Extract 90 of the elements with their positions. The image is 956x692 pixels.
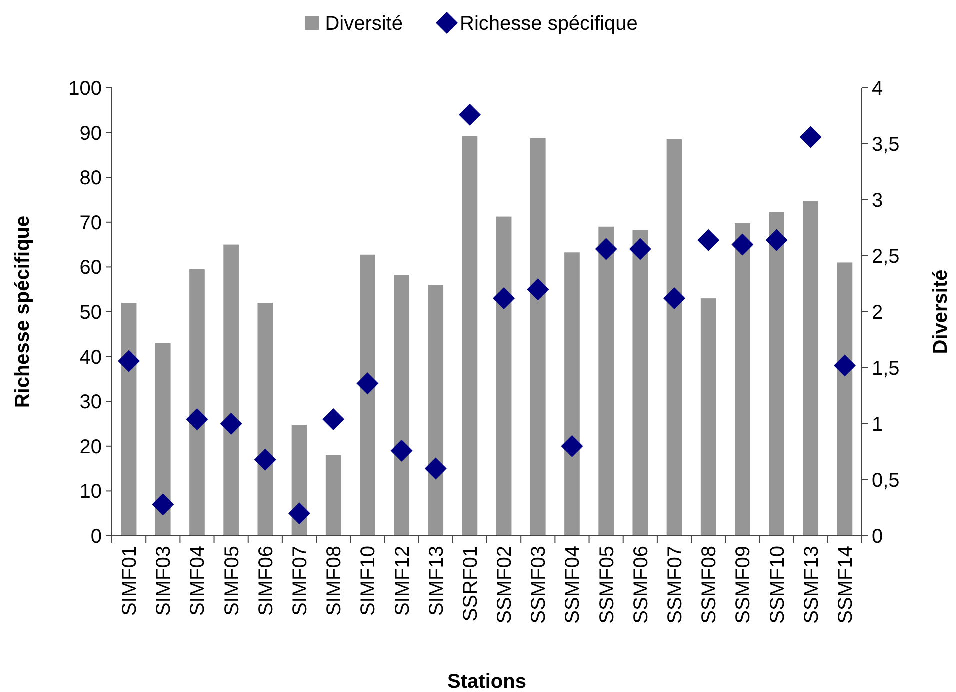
bar xyxy=(496,216,512,536)
point xyxy=(288,502,310,525)
y2-tick-label: 0 xyxy=(872,526,884,548)
point xyxy=(834,354,856,377)
bar xyxy=(769,212,784,536)
x-tick-label: SSMF05 xyxy=(596,546,618,624)
y2-tick-label: 0,5 xyxy=(872,470,900,492)
x-tick-label: SSMF04 xyxy=(562,546,584,624)
y-tick-label: 90 xyxy=(80,122,102,145)
bar xyxy=(700,298,716,536)
y2-axis-title: Diversité xyxy=(930,270,952,354)
y-tick-label: 50 xyxy=(80,302,102,324)
x-tick-label: SSMF08 xyxy=(698,546,721,624)
y2-tick-label: 3,5 xyxy=(872,134,900,156)
y2-tick-label: 2,5 xyxy=(872,246,900,268)
x-tick-label: SIMF03 xyxy=(153,546,176,616)
x-tick-label: SSMF10 xyxy=(766,546,789,624)
x-tick-label: SSMF06 xyxy=(630,546,652,624)
legend-label: Richesse spécifique xyxy=(460,13,638,35)
bar xyxy=(735,224,750,536)
y-tick-label: 20 xyxy=(80,436,102,458)
x-tick-label: SSMF02 xyxy=(494,546,516,624)
bar xyxy=(666,140,682,536)
y-tick-label: 10 xyxy=(80,481,102,504)
x-tick-label: SIMF01 xyxy=(119,546,142,616)
bar xyxy=(155,343,171,536)
legend-label: Diversité xyxy=(325,13,403,35)
point xyxy=(458,104,481,126)
bar xyxy=(564,252,580,536)
x-tick-label: SSMF07 xyxy=(664,546,686,624)
bar xyxy=(598,226,614,536)
point xyxy=(152,494,174,516)
y-tick-label: 0 xyxy=(90,526,102,548)
point xyxy=(800,126,822,148)
point xyxy=(254,448,276,471)
point xyxy=(424,458,447,480)
point xyxy=(356,372,379,395)
point xyxy=(664,288,686,310)
x-tick-label: SIMF04 xyxy=(187,546,210,616)
x-tick-label: SIMF07 xyxy=(290,546,312,616)
bar xyxy=(326,455,342,536)
point xyxy=(186,408,208,431)
x-axis-title: Stations xyxy=(448,671,526,692)
point xyxy=(220,413,242,435)
bar xyxy=(837,262,853,536)
x-tick-label: SSRF01 xyxy=(460,546,482,622)
y2-tick-label: 1 xyxy=(872,414,884,436)
y-tick-label: 80 xyxy=(80,168,102,190)
bar xyxy=(803,201,819,536)
bar xyxy=(224,244,239,536)
y2-tick-label: 4 xyxy=(872,78,884,100)
point xyxy=(322,408,345,431)
y-tick-label: 70 xyxy=(80,212,102,234)
bar xyxy=(190,269,205,536)
bar xyxy=(462,136,478,536)
point xyxy=(118,350,140,372)
bar xyxy=(121,303,137,536)
x-tick-label: SIMF13 xyxy=(426,546,448,616)
y-axis-title: Richesse spécifique xyxy=(12,216,34,408)
point xyxy=(766,229,788,252)
bar xyxy=(428,285,444,536)
x-tick-label: SIMF12 xyxy=(392,546,414,616)
x-tick-label: SIMF10 xyxy=(358,546,380,616)
point xyxy=(595,238,618,260)
bar xyxy=(394,275,410,536)
point xyxy=(629,238,652,260)
point xyxy=(698,229,720,252)
x-tick-label: SIMF08 xyxy=(324,546,346,616)
bar xyxy=(258,303,274,536)
x-tick-label: SSMF13 xyxy=(800,546,823,624)
bar xyxy=(632,230,648,536)
y-tick-label: 30 xyxy=(80,392,102,414)
x-tick-label: SIMF06 xyxy=(255,546,278,616)
point xyxy=(732,234,754,256)
point xyxy=(390,440,413,462)
point xyxy=(527,278,550,301)
bar xyxy=(360,254,376,536)
point xyxy=(493,288,516,310)
x-tick-label: SSMF03 xyxy=(528,546,550,624)
y2-tick-label: 3 xyxy=(872,190,884,212)
y2-tick-label: 2 xyxy=(872,302,884,324)
x-tick-label: SSMF14 xyxy=(834,546,857,624)
x-tick-label: SIMF05 xyxy=(221,546,244,616)
y-tick-label: 60 xyxy=(80,257,102,280)
y2-tick-label: 1,5 xyxy=(872,358,900,380)
y-tick-label: 100 xyxy=(68,78,102,100)
x-tick-label: SSMF09 xyxy=(732,546,755,624)
point xyxy=(561,435,584,458)
bar xyxy=(530,138,546,536)
y-tick-label: 40 xyxy=(80,346,102,369)
